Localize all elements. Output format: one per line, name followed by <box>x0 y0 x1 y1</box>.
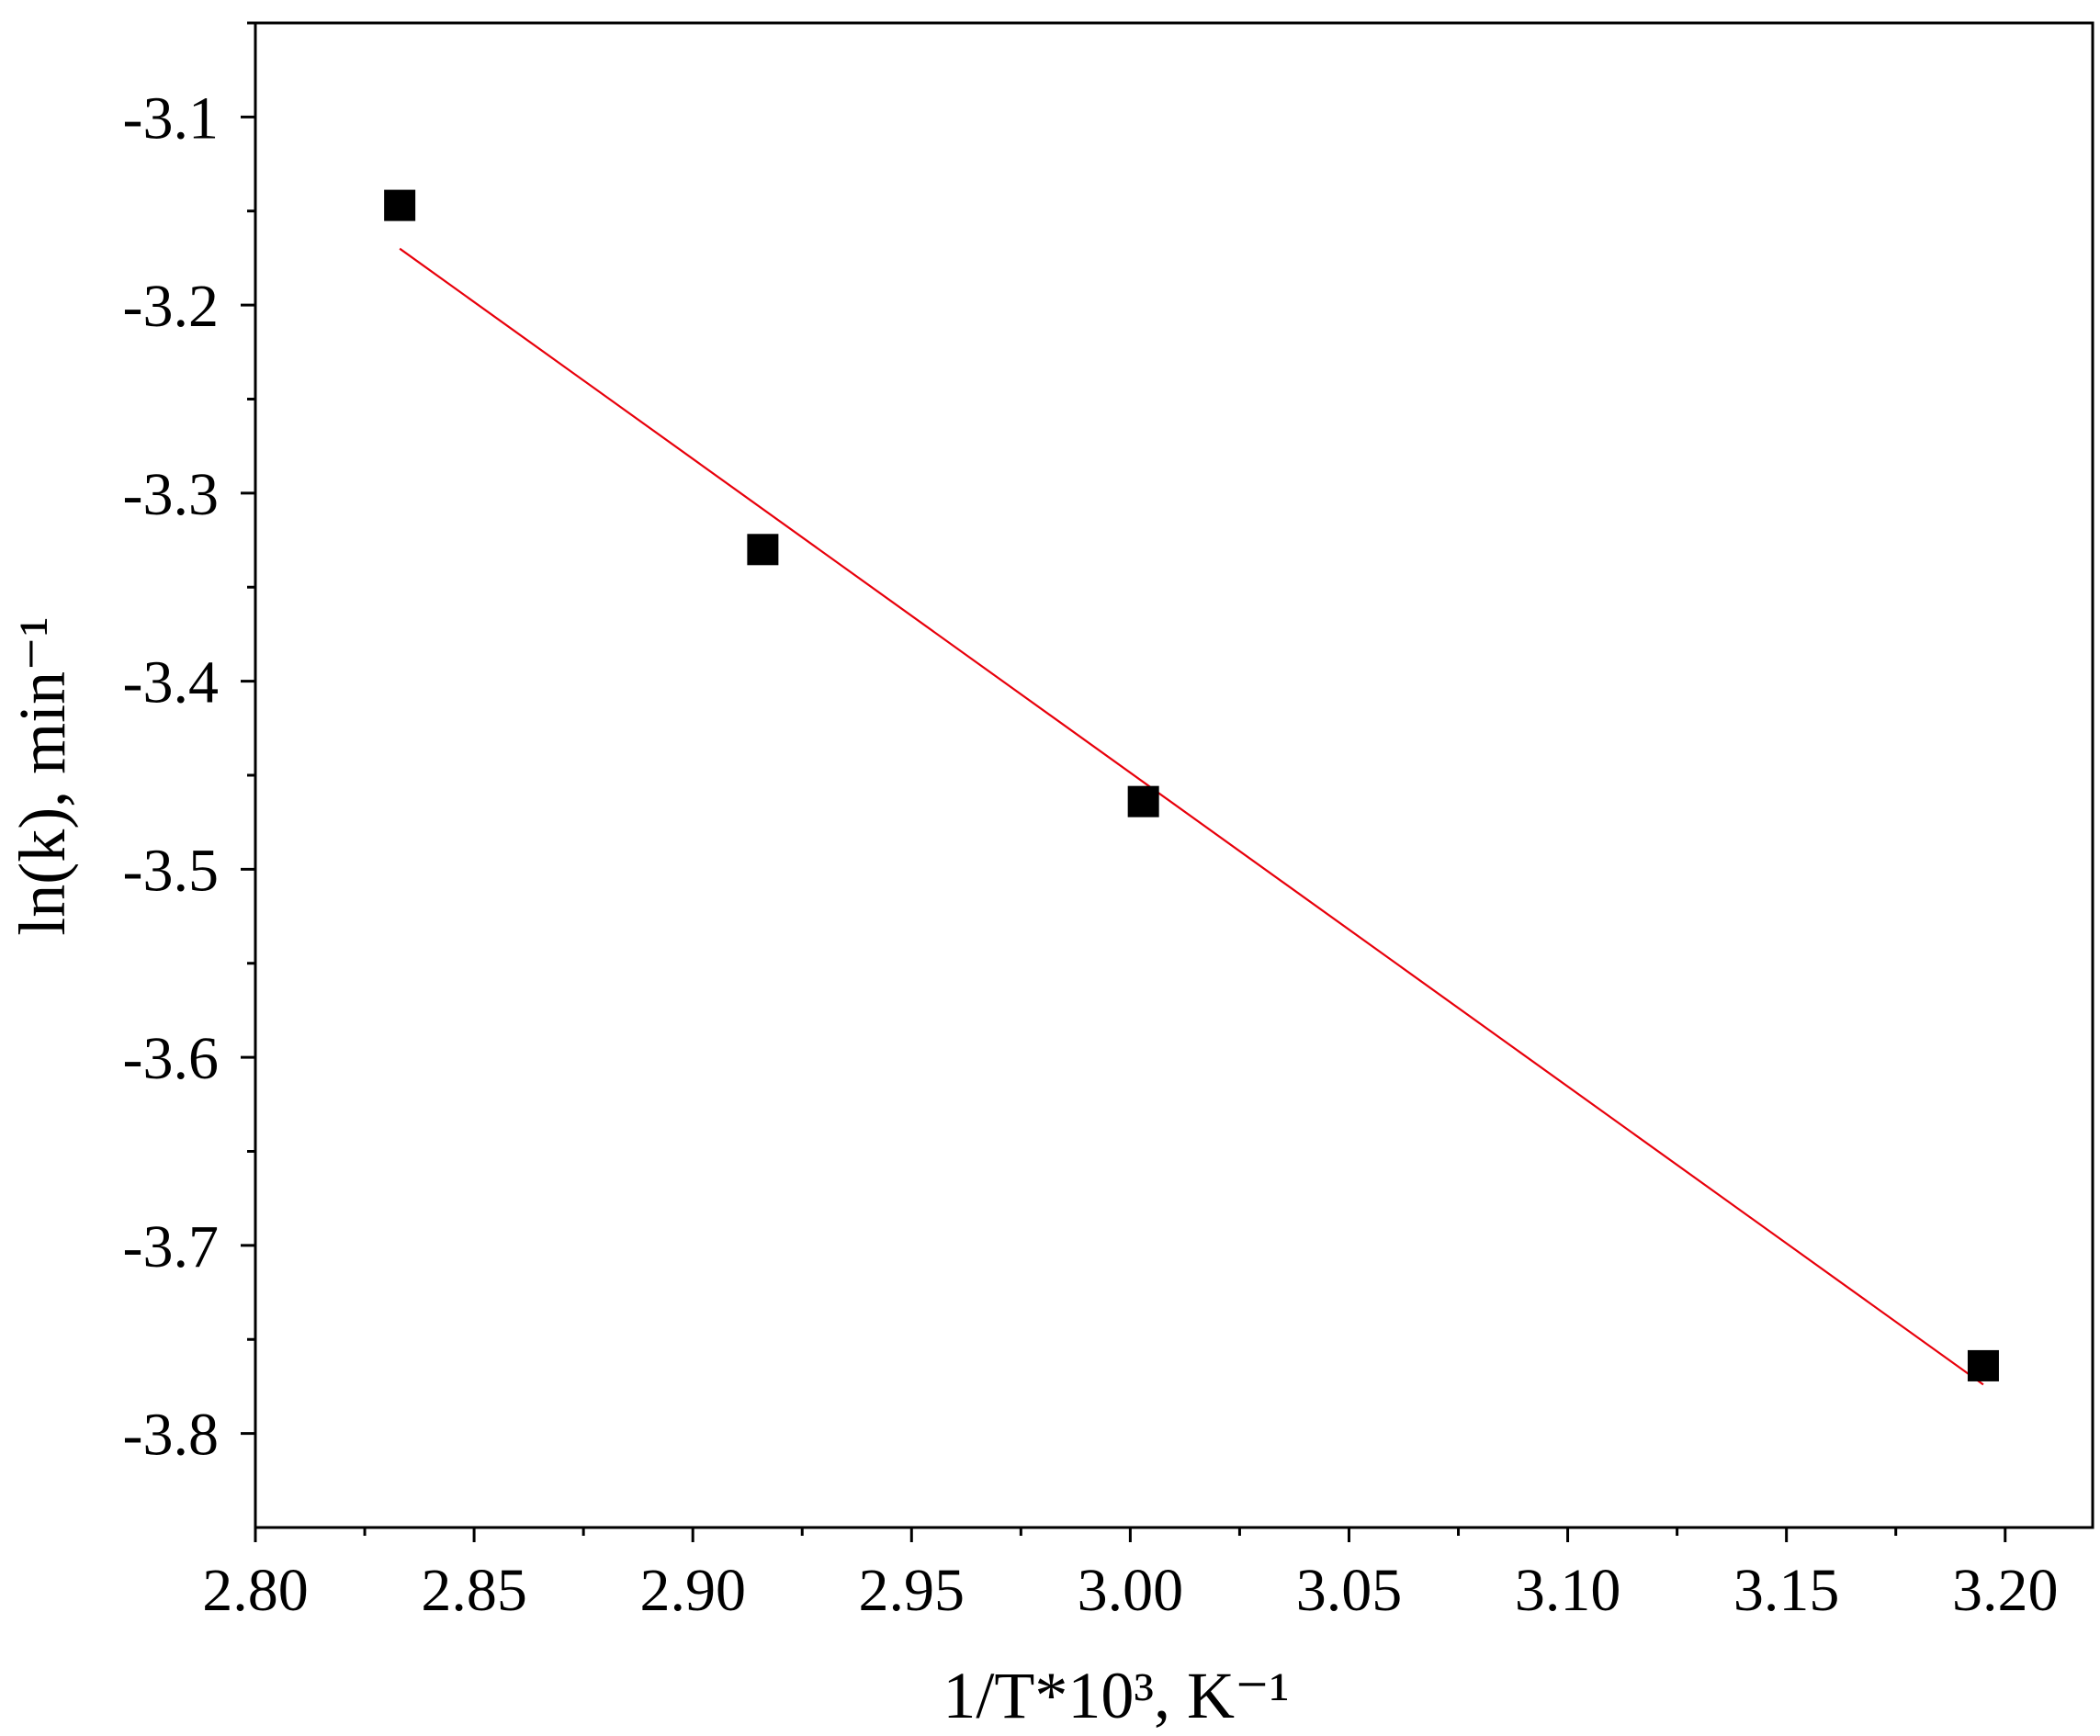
x-tick-label: 2.95 <box>859 1557 965 1624</box>
x-tick-label: 3.20 <box>1952 1557 2059 1624</box>
fit-line-layer <box>399 247 1984 1386</box>
linear-fit-line <box>399 247 1984 1386</box>
data-point <box>384 189 416 221</box>
y-tick-label: -3.8 <box>123 1402 219 1469</box>
y-tick-label: -3.1 <box>123 85 219 152</box>
data-point <box>1967 1349 1999 1381</box>
data-point <box>1127 785 1159 817</box>
x-tick-label: 2.90 <box>639 1557 746 1624</box>
plot-area-border <box>254 21 2094 1529</box>
x-tick-label: 3.15 <box>1733 1557 1840 1624</box>
y-axis: -3.1 -3.2 -3.3 -3.4 -3.5 -3.6 -3.7 -3.8 <box>123 21 255 1469</box>
x-tick-label: 3.10 <box>1515 1557 1621 1624</box>
data-points-layer <box>384 189 1999 1381</box>
y-tick-label: -3.2 <box>123 273 219 340</box>
y-tick-label: -3.5 <box>123 837 219 904</box>
y-axis-title: ln(k), min⁻¹ <box>6 616 79 936</box>
y-tick-label: -3.4 <box>123 649 219 716</box>
x-axis-title: 1/T*10³, K⁻¹ <box>943 1659 1289 1732</box>
x-axis: 2.80 2.85 2.90 2.95 3.00 3.05 3.10 3.15 3.20 <box>202 1527 2059 1624</box>
y-tick-label: -3.7 <box>123 1213 219 1280</box>
x-tick-label: 2.80 <box>202 1557 309 1624</box>
y-tick-label: -3.6 <box>123 1025 219 1092</box>
x-tick-label: 3.00 <box>1078 1557 1184 1624</box>
x-tick-label: 2.85 <box>421 1557 527 1624</box>
y-tick-label: -3.3 <box>123 461 219 528</box>
x-tick-label: 3.05 <box>1296 1557 1403 1624</box>
data-point <box>747 534 779 566</box>
plot-frame <box>254 21 2094 1529</box>
